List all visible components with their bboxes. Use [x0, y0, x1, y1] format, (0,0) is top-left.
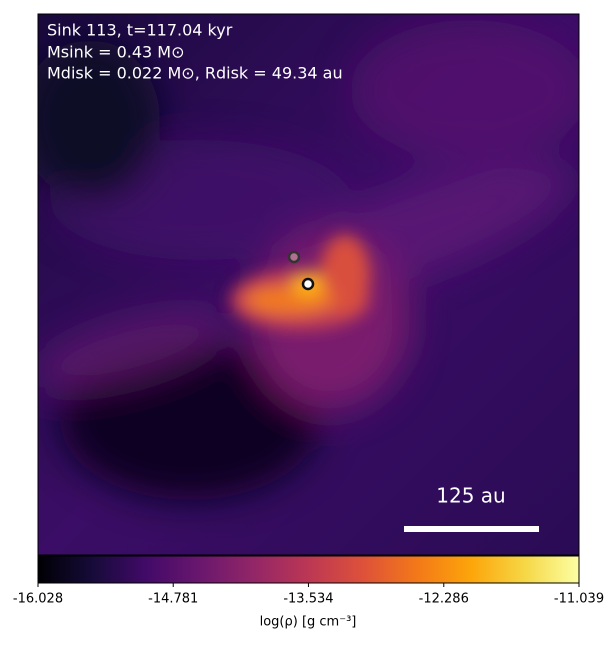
annotation: Msink = 0.43 M⊙	[47, 43, 185, 62]
colorbar-tick-label: -13.534	[283, 592, 333, 607]
annotation: Mdisk = 0.022 M⊙, Rdisk = 49.34 au	[47, 64, 343, 83]
colorbar-tick-label: -11.039	[554, 592, 604, 607]
colorbar-tick-label: -16.028	[13, 592, 63, 607]
density-map	[38, 14, 579, 555]
colorbar-tick-label: -14.781	[148, 592, 198, 607]
colorbar	[37, 555, 580, 584]
scale-bar-label: 125 au	[436, 484, 505, 508]
colorbar-label: log(ρ) [g cm⁻³]	[260, 615, 357, 630]
annotation: Sink 113, t=117.04 kyr	[47, 21, 233, 40]
colorbar-tick-label: -12.286	[419, 592, 469, 607]
